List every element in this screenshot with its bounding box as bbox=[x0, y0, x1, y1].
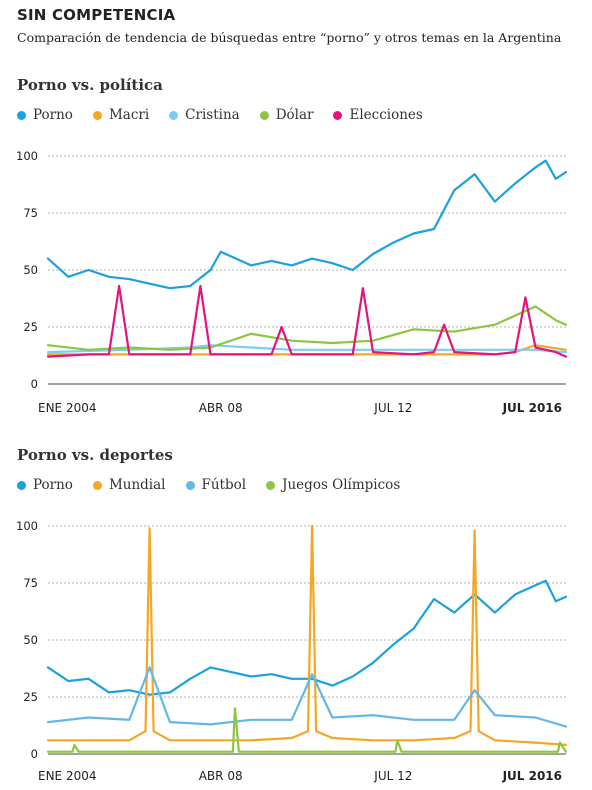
x-tick-label: JUL 2016 bbox=[502, 401, 562, 415]
section-title-deportes: Porno vs. deportes bbox=[17, 446, 173, 464]
chart-politica: 0 25 50 75 100 ENE 2004 ABR 08 JUL 12 JUL 2016 bbox=[16, 149, 568, 415]
legend-label: Fútbol bbox=[201, 477, 247, 493]
series-line-elecciones bbox=[46, 284, 568, 358]
legend-label: Juegos Olímpicos bbox=[282, 477, 401, 493]
legend-label: Mundial bbox=[108, 477, 166, 493]
legend-label: Porno bbox=[33, 477, 73, 493]
chart-deportes: 0 25 50 75 100 ENE 2004 ABR 08 JUL 12 JUL 2016 bbox=[16, 519, 568, 783]
y-tick-label: 50 bbox=[23, 633, 38, 647]
legend-item-juegos-olimpicos: Juegos Olímpicos bbox=[266, 477, 400, 493]
legend-label: Dólar bbox=[275, 107, 314, 123]
legend-item-porno: Porno bbox=[17, 477, 73, 493]
y-tick-label: 25 bbox=[23, 320, 38, 334]
legend-swatch bbox=[169, 110, 179, 120]
legend-item-porno: Porno bbox=[17, 107, 73, 123]
y-tick-label: 100 bbox=[16, 149, 38, 163]
x-tick-label: JUL 12 bbox=[373, 401, 412, 415]
legend-swatch bbox=[185, 480, 195, 490]
y-tick-label: 50 bbox=[23, 263, 38, 277]
y-tick-label: 0 bbox=[31, 747, 38, 761]
y-tick-label: 100 bbox=[16, 519, 38, 533]
x-tick-label: ABR 08 bbox=[199, 401, 243, 415]
y-tick-label: 25 bbox=[23, 690, 38, 704]
series-line-futbol bbox=[46, 666, 568, 728]
x-tick-label: ENE 2004 bbox=[38, 401, 97, 415]
y-tick-label: 0 bbox=[31, 377, 38, 391]
chart-title: SIN COMPETENCIA bbox=[17, 6, 176, 24]
y-tick-label: 75 bbox=[23, 576, 38, 590]
legend-swatch bbox=[17, 110, 26, 120]
x-tick-label: JUL 2016 bbox=[502, 769, 562, 783]
series-line-dolar bbox=[46, 305, 568, 351]
chart-subtitle: Comparación de tendencia de búsquedas en… bbox=[17, 30, 562, 45]
legend-swatch bbox=[17, 480, 26, 490]
legend-deportes: Porno Mundial Fútbol Juegos Olímpicos bbox=[17, 477, 420, 493]
legend-item-futbol: Fútbol bbox=[185, 477, 247, 493]
legend-label: Porno bbox=[33, 107, 73, 123]
legend-item-mundial: Mundial bbox=[92, 477, 166, 493]
series-line-mundial bbox=[46, 524, 568, 746]
x-tick-label: ENE 2004 bbox=[38, 769, 97, 783]
legend-label: Elecciones bbox=[349, 107, 423, 123]
x-tick-label: JUL 12 bbox=[373, 769, 412, 783]
series-line-porno bbox=[46, 159, 568, 290]
section-title-politica: Porno vs. política bbox=[17, 76, 163, 94]
y-tick-label: 75 bbox=[23, 206, 38, 220]
legend-swatch bbox=[266, 480, 276, 490]
series-line-porno bbox=[46, 579, 568, 696]
legend-label: Cristina bbox=[185, 107, 240, 123]
legend-swatch bbox=[259, 110, 269, 120]
legend-swatch bbox=[333, 110, 343, 120]
legend-swatch bbox=[92, 110, 102, 120]
legend-item-cristina: Cristina bbox=[169, 107, 240, 123]
legend-item-macri: Macri bbox=[92, 107, 150, 123]
legend-label: Macri bbox=[108, 107, 150, 123]
legend-item-dolar: Dólar bbox=[259, 107, 314, 123]
series-line-juegos-olimpicos bbox=[46, 707, 568, 753]
legend-item-elecciones: Elecciones bbox=[333, 107, 423, 123]
legend-politica: Porno Macri Cristina Dólar Elecciones bbox=[17, 107, 443, 123]
x-tick-label: ABR 08 bbox=[199, 769, 243, 783]
legend-swatch bbox=[92, 480, 102, 490]
